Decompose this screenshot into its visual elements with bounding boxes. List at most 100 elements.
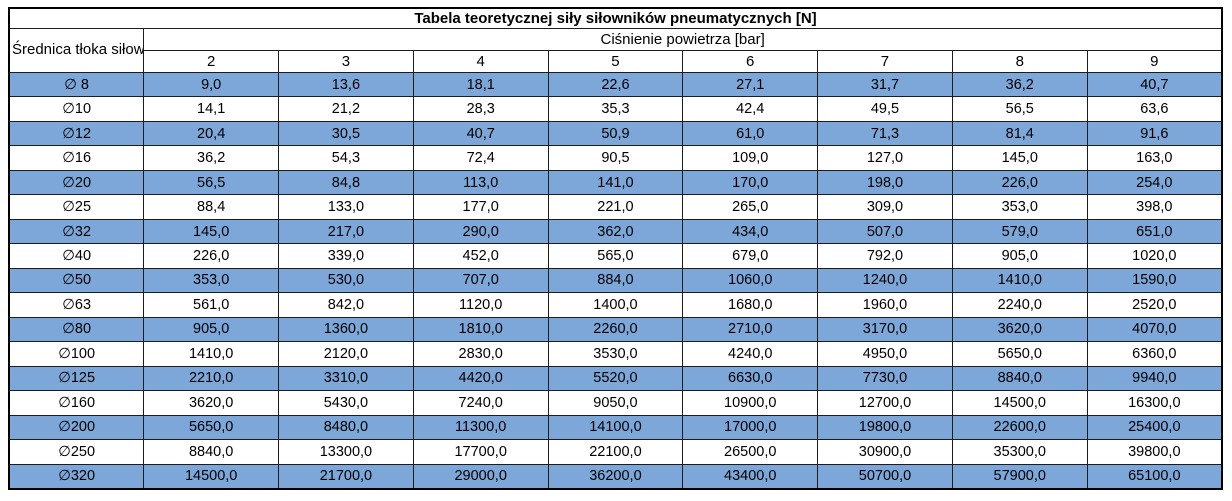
force-value-cell: 792,0 bbox=[817, 243, 953, 269]
force-value-cell: 9050,0 bbox=[547, 390, 684, 416]
diameter-cell: ∅20 bbox=[8, 169, 145, 196]
force-value-cell: 1020,0 bbox=[1086, 243, 1223, 269]
diameter-cell: ∅12 bbox=[8, 120, 145, 147]
diameter-cell: ∅100 bbox=[8, 341, 145, 367]
force-value-cell: 1590,0 bbox=[1086, 267, 1223, 294]
force-value-cell: 1960,0 bbox=[817, 292, 953, 318]
pressure-header-cell: 3 bbox=[278, 50, 414, 73]
force-value-cell: 81,4 bbox=[951, 120, 1088, 147]
force-value-cell: 5650,0 bbox=[951, 341, 1088, 367]
force-value-cell: 72,4 bbox=[412, 145, 549, 171]
table-row: ∅10 14,1 21,2 28,3 35,3 42,4 49,5 56,5 63,6 bbox=[8, 96, 1223, 122]
force-value-cell: 91,6 bbox=[1086, 120, 1223, 147]
table-row: ∅160 3620,0 5430,0 7240,0 9050,0 10900,0 12700… bbox=[8, 390, 1223, 416]
force-value-cell: 884,0 bbox=[547, 267, 684, 294]
force-value-cell: 145,0 bbox=[951, 145, 1088, 171]
force-value-cell: 49,5 bbox=[817, 96, 953, 122]
force-value-cell: 507,0 bbox=[817, 218, 953, 245]
force-value-cell: 679,0 bbox=[682, 243, 819, 269]
diameter-cell: ∅10 bbox=[8, 96, 145, 122]
force-value-cell: 88,4 bbox=[143, 194, 280, 220]
force-value-cell: 9940,0 bbox=[1086, 365, 1223, 392]
force-value-cell: 4070,0 bbox=[1086, 316, 1223, 343]
force-value-cell: 113,0 bbox=[412, 169, 549, 196]
table-row: ∅80 905,0 1360,0 1810,0 2260,0 2710,0 3170,0 36… bbox=[8, 316, 1223, 343]
force-value-cell: 27,1 bbox=[682, 71, 819, 98]
force-value-cell: 145,0 bbox=[143, 218, 280, 245]
table-row: ∅32 145,0 217,0 290,0 362,0 434,0 507,0 579,0 65… bbox=[8, 218, 1223, 245]
force-value-cell: 4240,0 bbox=[682, 341, 819, 367]
force-value-cell: 2710,0 bbox=[682, 316, 819, 343]
diameter-column-header: Średnica tłoka siłownika bbox=[8, 28, 145, 73]
pressure-header-cell: 8 bbox=[951, 50, 1088, 73]
table-row: ∅250 8840,0 13300,0 17700,0 22100,0 26500,0 30… bbox=[8, 439, 1223, 465]
force-value-cell: 18,1 bbox=[412, 71, 549, 98]
force-value-cell: 1240,0 bbox=[817, 267, 953, 294]
table-row: ∅63 561,0 842,0 1120,0 1400,0 1680,0 1960,0 224… bbox=[8, 292, 1223, 318]
force-value-cell: 56,5 bbox=[951, 96, 1088, 122]
force-value-cell: 565,0 bbox=[547, 243, 684, 269]
force-value-cell: 22100,0 bbox=[547, 439, 684, 465]
force-value-cell: 1410,0 bbox=[951, 267, 1088, 294]
force-value-cell: 1060,0 bbox=[682, 267, 819, 294]
force-value-cell: 17700,0 bbox=[412, 439, 549, 465]
force-value-cell: 3530,0 bbox=[547, 341, 684, 367]
diameter-cell: ∅40 bbox=[8, 243, 145, 269]
force-value-cell: 61,0 bbox=[682, 120, 819, 147]
force-value-cell: 22,6 bbox=[547, 71, 684, 98]
force-value-cell: 290,0 bbox=[412, 218, 549, 245]
force-value-cell: 141,0 bbox=[547, 169, 684, 196]
force-value-cell: 1810,0 bbox=[412, 316, 549, 343]
force-value-cell: 265,0 bbox=[682, 194, 819, 220]
force-value-cell: 221,0 bbox=[547, 194, 684, 220]
force-value-cell: 1120,0 bbox=[412, 292, 549, 318]
force-value-cell: 226,0 bbox=[143, 243, 280, 269]
force-value-cell: 20,4 bbox=[143, 120, 280, 147]
diameter-cell: ∅ 8 bbox=[8, 71, 145, 98]
force-value-cell: 434,0 bbox=[682, 218, 819, 245]
diameter-cell: ∅63 bbox=[8, 292, 145, 318]
force-value-cell: 177,0 bbox=[412, 194, 549, 220]
force-value-cell: 226,0 bbox=[951, 169, 1088, 196]
force-value-cell: 353,0 bbox=[143, 267, 280, 294]
force-value-cell: 25400,0 bbox=[1086, 414, 1223, 441]
force-value-cell: 39800,0 bbox=[1086, 439, 1223, 465]
force-value-cell: 65100,0 bbox=[1086, 463, 1223, 490]
force-value-cell: 8840,0 bbox=[951, 365, 1088, 392]
pneumatic-force-table: Tabela teoretycznej siły siłowników pneu… bbox=[8, 7, 1223, 490]
force-value-cell: 40,7 bbox=[412, 120, 549, 147]
force-value-cell: 14500,0 bbox=[951, 390, 1088, 416]
force-value-cell: 905,0 bbox=[951, 243, 1088, 269]
force-value-cell: 21,2 bbox=[278, 96, 414, 122]
table-row: ∅20 56,5 84,8 113,0 141,0 170,0 198,0 226,0 254,… bbox=[8, 169, 1223, 196]
table-title: Tabela teoretycznej siły siłowników pneu… bbox=[8, 7, 1223, 29]
pressure-header-cell: 5 bbox=[547, 50, 684, 73]
force-value-cell: 452,0 bbox=[412, 243, 549, 269]
force-value-cell: 90,5 bbox=[547, 145, 684, 171]
force-value-cell: 10900,0 bbox=[682, 390, 819, 416]
force-value-cell: 12700,0 bbox=[817, 390, 953, 416]
diameter-cell: ∅125 bbox=[8, 365, 145, 392]
force-value-cell: 1360,0 bbox=[278, 316, 414, 343]
force-value-cell: 28,3 bbox=[412, 96, 549, 122]
force-value-cell: 163,0 bbox=[1086, 145, 1223, 171]
force-value-cell: 198,0 bbox=[817, 169, 953, 196]
force-value-cell: 31,7 bbox=[817, 71, 953, 98]
force-value-cell: 362,0 bbox=[547, 218, 684, 245]
force-value-cell: 14100,0 bbox=[547, 414, 684, 441]
force-value-cell: 8480,0 bbox=[278, 414, 414, 441]
force-value-cell: 4950,0 bbox=[817, 341, 953, 367]
force-value-cell: 19800,0 bbox=[817, 414, 953, 441]
force-value-cell: 9,0 bbox=[143, 71, 280, 98]
force-value-cell: 16300,0 bbox=[1086, 390, 1223, 416]
diameter-cell: ∅16 bbox=[8, 145, 145, 171]
force-value-cell: 14500,0 bbox=[143, 463, 280, 490]
force-value-cell: 217,0 bbox=[278, 218, 414, 245]
diameter-cell: ∅80 bbox=[8, 316, 145, 343]
table-row: ∅12 20,4 30,5 40,7 50,9 61,0 71,3 81,4 91,6 bbox=[8, 120, 1223, 147]
pressure-header-cell: 9 bbox=[1086, 50, 1223, 73]
force-value-cell: 2240,0 bbox=[951, 292, 1088, 318]
force-value-cell: 579,0 bbox=[951, 218, 1088, 245]
table-row: ∅125 2210,0 3310,0 4420,0 5520,0 6630,0 7730,0… bbox=[8, 365, 1223, 392]
